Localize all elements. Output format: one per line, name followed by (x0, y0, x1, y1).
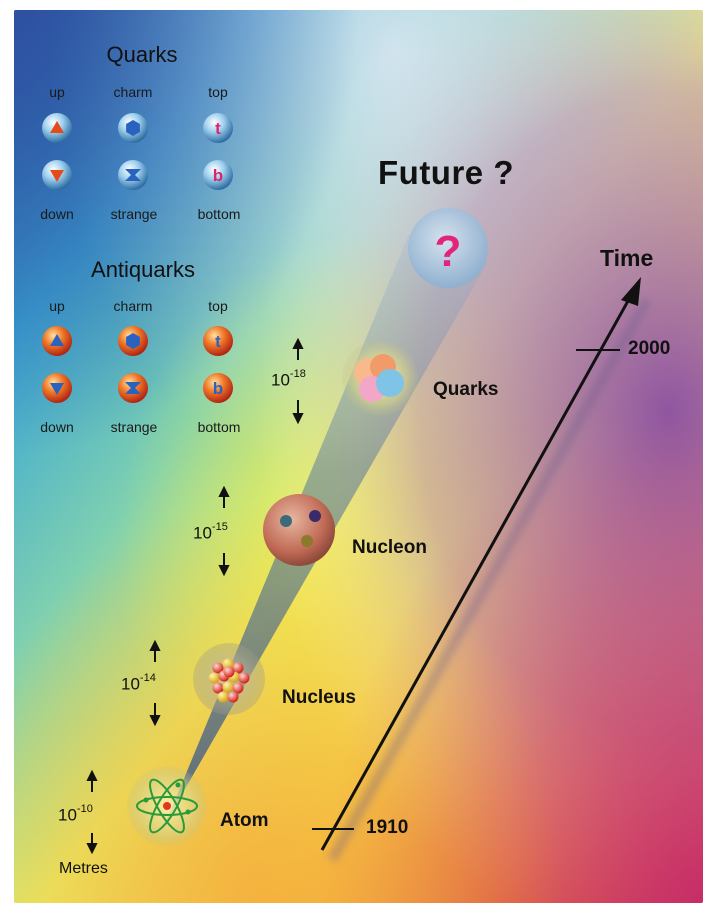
antiquark-label-up: up (49, 298, 65, 314)
units-label: Metres (59, 860, 108, 877)
antiquark-label-strange: strange (110, 419, 158, 435)
svg-text:b: b (213, 166, 223, 185)
proton-ball (223, 666, 235, 678)
atom-sphere (127, 766, 207, 846)
future-sphere: ? (408, 208, 488, 288)
quark-label-top: top (208, 84, 228, 100)
quark-label-bottom: bottom (197, 206, 241, 222)
scale-nucleon: 10-15 (193, 521, 228, 543)
quark-letter-b-icon: b (203, 160, 233, 190)
proton-ball (212, 662, 224, 674)
quark-label-strange: strange (110, 206, 158, 222)
svg-text:t: t (215, 119, 221, 138)
antiquark-letter-b-icon: b (203, 373, 233, 403)
antiquark-label-bottom: bottom (197, 419, 241, 435)
quark-triangle-up-icon (42, 113, 72, 143)
neutron-ball (217, 691, 229, 703)
quarks-heading: Quarks (106, 42, 178, 67)
quark-label-charm: charm (113, 84, 153, 100)
quark-triangle-down-icon (42, 160, 72, 190)
neutron-ball (222, 658, 234, 670)
level-label-nucleus: Nucleus (282, 687, 356, 708)
svg-text:t: t (215, 332, 221, 351)
year-1910-label: 1910 (366, 817, 409, 838)
proton-ball (227, 691, 239, 703)
scale-atom: 10-10 (58, 803, 93, 825)
proton-ball (232, 662, 244, 674)
future-title: Future ? (378, 154, 514, 191)
proton-ball (212, 682, 224, 694)
time-label: Time (600, 245, 654, 271)
nucleus-sphere (193, 643, 265, 715)
antiquark-bowtie-icon (118, 373, 148, 403)
antiquark-icons: tb (42, 326, 233, 403)
antiquarks-heading: Antiquarks (91, 257, 195, 282)
quarks-sphere (342, 340, 418, 416)
quark-letter-t-icon: t (203, 113, 233, 143)
level-label-nucleon: Nucleon (352, 537, 427, 558)
question-mark-icon: ? (435, 227, 462, 276)
level-label-quarks: Quarks (433, 379, 499, 400)
svg-text:b: b (213, 379, 223, 398)
antiquark-hexagon-icon (118, 326, 148, 356)
antiquark-letter-t-icon: t (203, 326, 233, 356)
nucleon-sphere (263, 494, 335, 566)
antiquark-triangle-up-icon (42, 326, 72, 356)
year-2000-label: 2000 (628, 338, 671, 359)
quark-bowtie-icon (118, 160, 148, 190)
antiquark-label-charm: charm (113, 298, 153, 314)
quark-hexagon-icon (118, 113, 148, 143)
antiquark-triangle-down-icon (42, 373, 72, 403)
level-label-atom: Atom (220, 810, 269, 831)
neutron-ball (222, 681, 234, 693)
scale-quarks: 10-18 (271, 368, 306, 390)
neutron-ball (208, 672, 220, 684)
antiquark-label-top: top (208, 298, 228, 314)
quark-label-up: up (49, 84, 65, 100)
quark-label-down: down (40, 206, 74, 222)
antiquark-label-down: down (40, 419, 74, 435)
scale-nucleus: 10-14 (121, 672, 156, 694)
scale-arrows (86, 337, 304, 855)
proton-ball (232, 682, 244, 694)
quark-icons: tb (42, 113, 233, 190)
proton-ball (238, 672, 250, 684)
time-arrow (312, 277, 641, 851)
